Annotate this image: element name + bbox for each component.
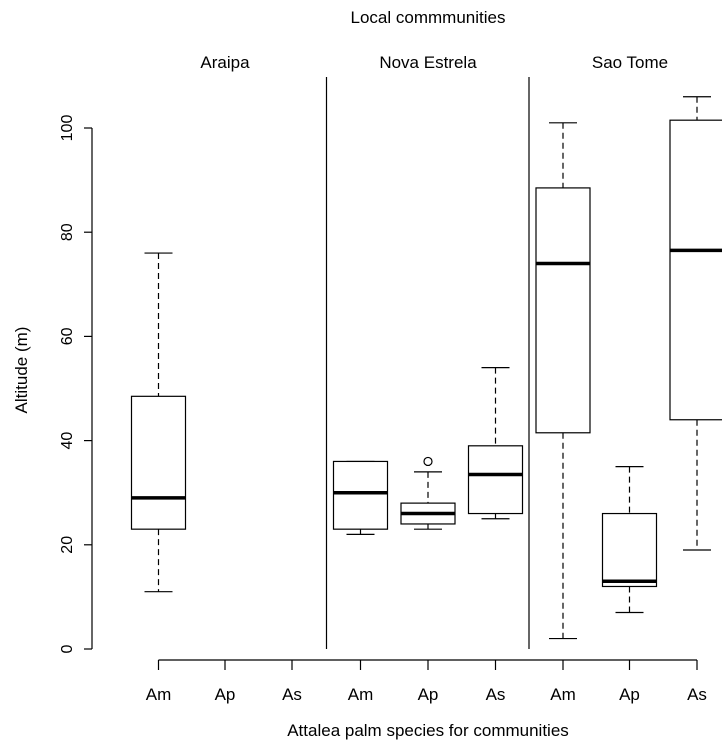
y-tick-label-20: 20 bbox=[59, 536, 76, 554]
outlier-point bbox=[423, 456, 433, 467]
y-axis: 0 20 40 60 80 100 bbox=[59, 115, 93, 653]
y-axis-title: Altitude (m) bbox=[12, 327, 31, 414]
y-tick-label-40: 40 bbox=[59, 432, 76, 450]
y-tick-label-0: 0 bbox=[59, 644, 76, 653]
box-am bbox=[332, 460, 389, 535]
iqr-box bbox=[601, 512, 658, 588]
box-am bbox=[535, 122, 591, 640]
panel-header: Sao Tome bbox=[592, 53, 668, 72]
x-tick-label: As bbox=[486, 685, 506, 704]
x-tick-label: As bbox=[282, 685, 302, 704]
chart-title: Local commmunities bbox=[351, 8, 506, 27]
community-panels: Araipa Nova Estrela Sao Tome bbox=[130, 53, 722, 649]
x-axis: Am Ap As Am Ap As Am Ap As bbox=[146, 659, 707, 704]
y-tick-label-100: 100 bbox=[59, 115, 76, 142]
panel-sao-tome: Sao Tome bbox=[535, 53, 722, 640]
x-tick-label: Ap bbox=[619, 685, 640, 704]
box-ap bbox=[400, 456, 456, 530]
x-tick-label: Am bbox=[146, 685, 172, 704]
x-tick-label: Ap bbox=[215, 685, 236, 704]
iqr-box bbox=[130, 395, 187, 530]
x-axis-title: Attalea palm species for communities bbox=[287, 721, 569, 740]
x-tick-label: Ap bbox=[418, 685, 439, 704]
iqr-box bbox=[535, 187, 591, 434]
iqr-box bbox=[669, 119, 722, 421]
iqr-box bbox=[332, 460, 389, 530]
panel-araipa: Araipa bbox=[130, 53, 250, 593]
y-tick-label-80: 80 bbox=[59, 223, 76, 241]
x-tick-label: Am bbox=[550, 685, 576, 704]
box-as bbox=[467, 367, 524, 520]
panel-header: Araipa bbox=[200, 53, 250, 72]
x-tick-label: As bbox=[687, 685, 707, 704]
iqr-box bbox=[467, 445, 524, 515]
box-ap bbox=[601, 466, 658, 614]
x-tick-label: Am bbox=[348, 685, 374, 704]
panel-nova-estrela: Nova Estrela bbox=[332, 53, 524, 535]
box-am bbox=[130, 252, 187, 593]
panel-header: Nova Estrela bbox=[379, 53, 477, 72]
y-tick-label-60: 60 bbox=[59, 327, 76, 345]
box-as bbox=[669, 96, 722, 551]
